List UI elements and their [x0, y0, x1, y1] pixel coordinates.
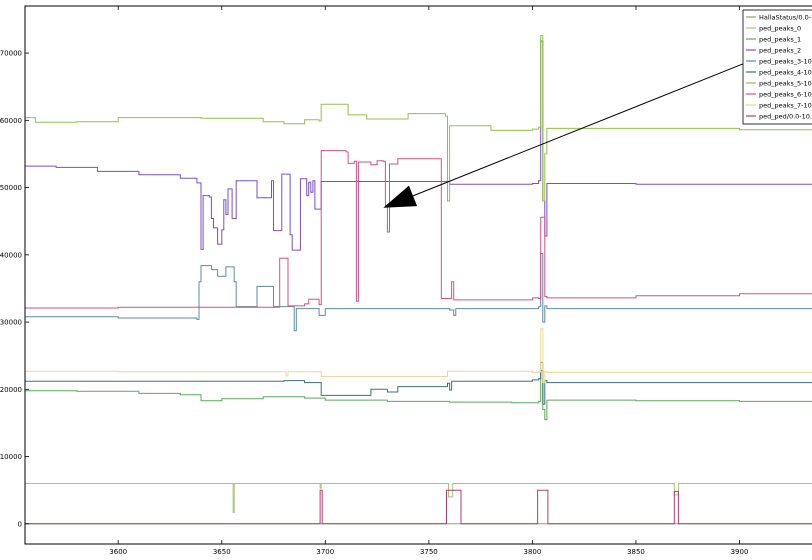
- series-line-7: [25, 150, 812, 309]
- legend-entry: ped_peaks_4-10.3: [759, 68, 812, 76]
- x-tick-label: 3850: [627, 548, 645, 556]
- x-tick-label: 3800: [523, 548, 541, 556]
- legend-entry: ped_peaks_5-10.3: [759, 79, 812, 87]
- legend-entry: ped_peaks_6-10.3: [759, 90, 812, 98]
- y-tick-label: 30000: [0, 319, 22, 327]
- x-tick-label: 3650: [213, 548, 231, 556]
- series-line-4: [25, 253, 812, 332]
- y-tick-label: 0: [18, 520, 22, 528]
- legend-entry: HallaStatus/0.0-10.3: [759, 13, 812, 21]
- x-tick-label: 3700: [316, 548, 334, 556]
- axes-frame: [24, 5, 812, 545]
- legend-entry: ped_peaks_1: [759, 35, 801, 43]
- series-line-6: [25, 35, 812, 202]
- series-line-9: [25, 489, 812, 525]
- legend-entry: ped_peaks_3-10.3: [759, 57, 812, 65]
- legend-entry: ped_peaks_2: [759, 46, 801, 54]
- series-line-2: [25, 361, 812, 421]
- y-tick-label: 10000: [0, 453, 22, 461]
- series-line-8: [25, 328, 812, 384]
- series-layer: [25, 35, 812, 525]
- series-line-1: [25, 483, 812, 513]
- x-tick-label: 3900: [731, 548, 749, 556]
- annotation-arrow-head: [383, 185, 418, 208]
- y-tick-label: 50000: [0, 184, 22, 192]
- series-line-5: [25, 370, 812, 405]
- x-tick-label: 3600: [109, 548, 127, 556]
- y-tick-label: 60000: [0, 117, 22, 125]
- series-line-3: [25, 40, 812, 251]
- legend: HallaStatus/0.0-10.3 ped_peaks_0 ped_peaks…: [742, 9, 812, 125]
- ticks-layer: 3600 3650 3700 3750 3800 3850 3900 0 10000 20000 3…: [0, 6, 748, 556]
- x-tick-label: 3750: [420, 548, 438, 556]
- legend-entry: ped_peaks_0: [759, 24, 801, 32]
- legend-entry: ped_ped/0.0-10.7: [759, 112, 812, 120]
- y-tick-label: 70000: [0, 50, 22, 58]
- y-tick-label: 20000: [0, 386, 22, 394]
- legend-entry: ped_peaks_7-10.3: [759, 101, 812, 109]
- y-tick-label: 40000: [0, 251, 22, 259]
